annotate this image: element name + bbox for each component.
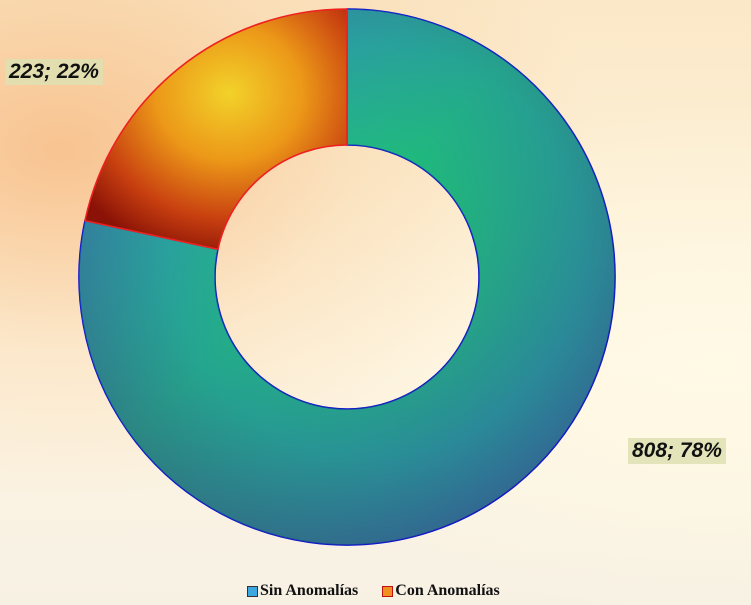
slice-con-anomalias xyxy=(84,8,348,251)
slice-sin-anomalias-texture xyxy=(78,9,615,545)
data-label-con-anomalias: 223; 22% xyxy=(5,59,103,85)
legend-swatch-sin-anomalias xyxy=(247,585,258,597)
legend-swatch-con-anomalias xyxy=(382,585,394,597)
legend-label-sin-anomalias: Sin Anomalías xyxy=(260,582,359,599)
donut-chart xyxy=(78,8,616,546)
legend-item-sin-anomalias: Sin Anomalías xyxy=(247,582,358,600)
legend-item-con-anomalias: Con Anomalías xyxy=(382,582,500,600)
data-label-sin-anomalias: 808; 78% xyxy=(628,438,726,464)
legend-label-con-anomalias: Con Anomalías xyxy=(395,582,500,599)
legend: Sin Anomalías Con Anomalías xyxy=(247,580,500,602)
